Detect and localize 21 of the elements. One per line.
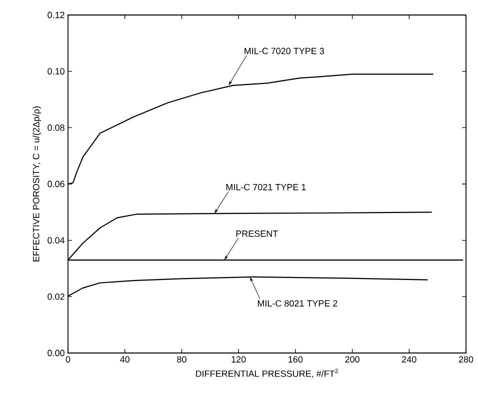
x-tick-label: 40 xyxy=(120,356,130,363)
annotation: PRESENT xyxy=(236,230,278,237)
y-tick-label: 0.04 xyxy=(48,237,65,244)
y-tick-label: 0.10 xyxy=(48,68,64,75)
x-tick-label: 200 xyxy=(345,356,360,363)
annotation: MIL-C 7021 TYPE 1 xyxy=(226,184,306,190)
x-tick-label: 280 xyxy=(458,356,474,363)
x-tick-label: 160 xyxy=(288,356,303,363)
x-axis-title: DIFFERENTIAL PRESSURE, #/FT$^{2}$ xyxy=(196,368,338,378)
x-tick-label: 240 xyxy=(402,356,416,363)
y-tick-label: 0.02 xyxy=(48,293,64,300)
y-tick-label: 0.08 xyxy=(48,124,64,131)
y-tick-label: 0.06 xyxy=(48,180,64,188)
y-tick-label: 0.00 xyxy=(48,350,64,356)
y-tick-label: 0.12 xyxy=(48,12,64,18)
annotation: MIL-C 7020 TYPE 3 xyxy=(244,48,324,54)
x-tick-label: 120 xyxy=(232,356,246,363)
y-axis-title: EFFECTIVE POROSITY, C = u/(2Δp/ρ) xyxy=(32,106,42,262)
x-tick-label: 80 xyxy=(177,356,186,363)
x-tick-label: 0 xyxy=(66,356,70,363)
annotation: MIL-C 8021 TYPE 2 xyxy=(258,300,338,307)
